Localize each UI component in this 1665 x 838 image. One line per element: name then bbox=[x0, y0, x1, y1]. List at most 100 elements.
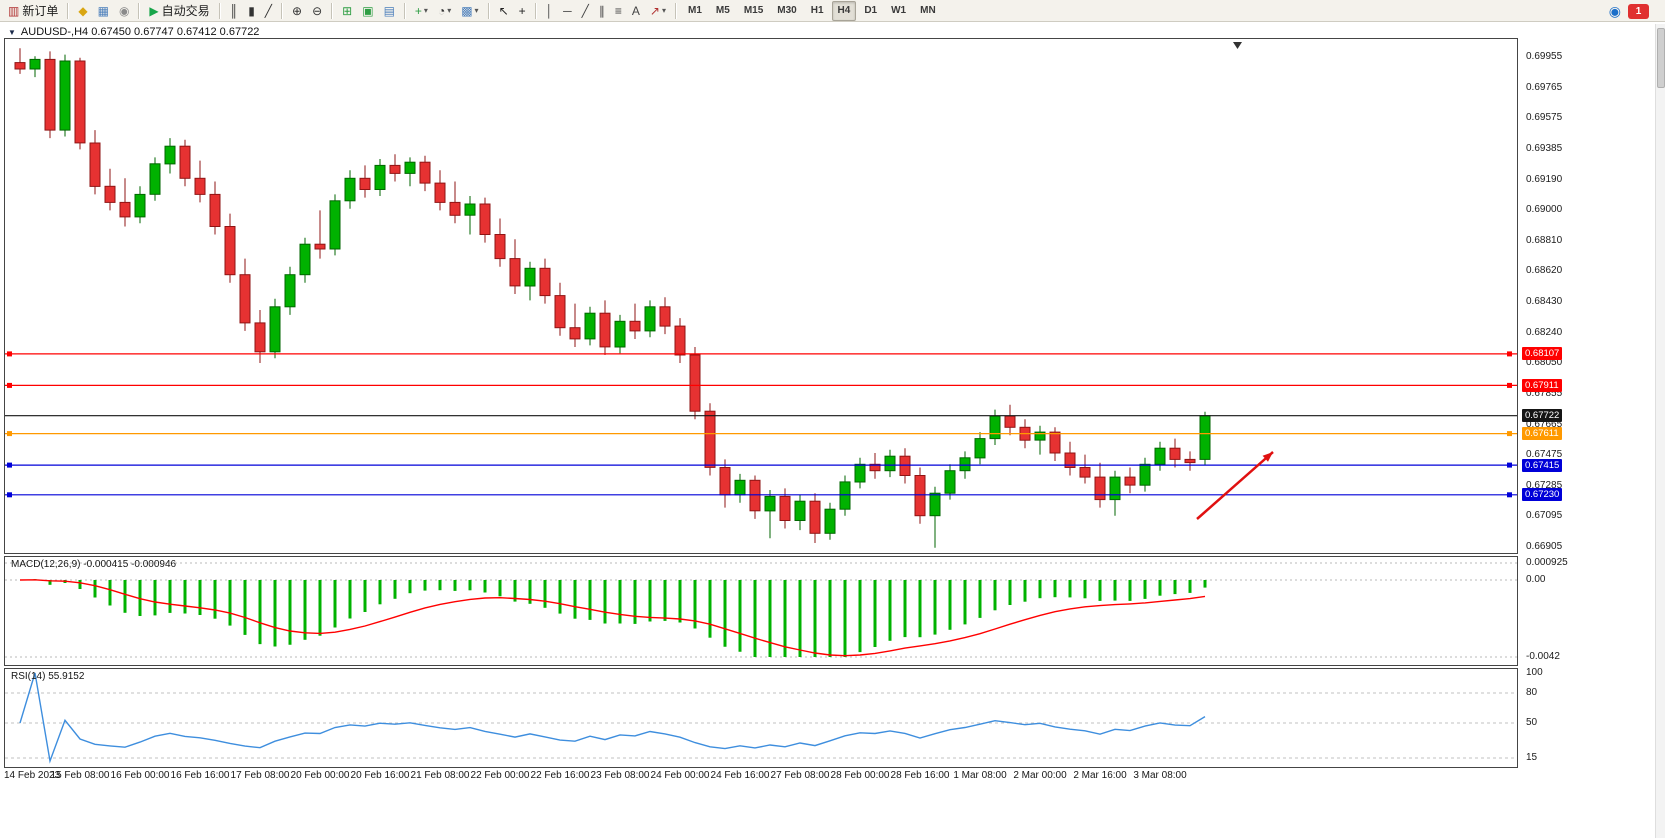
hline-handle[interactable] bbox=[7, 462, 12, 468]
toolbar-button-crosshair[interactable]: + bbox=[515, 1, 530, 21]
toolbar-button-tf-m1[interactable]: M1 bbox=[682, 1, 708, 21]
toolbar-button-tf-m15[interactable]: M15 bbox=[738, 1, 769, 21]
scrollbar-thumb[interactable] bbox=[1657, 28, 1665, 88]
toolbar-button-vertical-line[interactable]: │ bbox=[542, 1, 558, 21]
collapse-triangle-icon[interactable]: ▼ bbox=[8, 27, 16, 37]
toolbar-button-indicators[interactable]: + ▾ bbox=[411, 1, 432, 21]
toolbar-button-tf-h1[interactable]: H1 bbox=[805, 1, 830, 21]
toolbar-button-fibonacci[interactable]: ≡ bbox=[611, 1, 626, 21]
hline-handle[interactable] bbox=[1507, 351, 1512, 357]
price-axis-label: 0.67665 bbox=[1526, 418, 1563, 430]
candle-body bbox=[914, 475, 926, 517]
toolbar-button-line-chart[interactable]: ╱ bbox=[261, 1, 276, 21]
toolbar-button-tf-m5[interactable]: M5 bbox=[710, 1, 736, 21]
macd-chart[interactable] bbox=[5, 557, 1517, 665]
trend-arrow-annotation[interactable] bbox=[1196, 451, 1274, 520]
tf-m30-label: M30 bbox=[777, 5, 797, 16]
time-axis-label: 2 Mar 16:00 bbox=[1073, 770, 1127, 781]
candle-body bbox=[14, 62, 26, 70]
candle-body bbox=[1079, 467, 1091, 478]
hline-handle[interactable] bbox=[7, 382, 12, 388]
line-chart-icon: ╱ bbox=[264, 3, 273, 18]
candle-body bbox=[404, 161, 416, 174]
hline-handle[interactable] bbox=[1507, 492, 1512, 498]
toolbar-button-periods[interactable]: ◔ ▾ bbox=[434, 1, 455, 21]
candle-body bbox=[929, 492, 941, 517]
rsi-pane[interactable]: RSI(14) 55.9152 bbox=[4, 668, 1518, 768]
macd-pane[interactable]: MACD(12,26,9) -0.000415 -0.000946 bbox=[4, 556, 1518, 666]
toolbar-button-auto-trading[interactable]: ▶ 自动交易 bbox=[145, 1, 213, 21]
candle-body bbox=[164, 145, 176, 165]
hline-handle[interactable] bbox=[1507, 382, 1512, 388]
toolbar-button-arrow-objects[interactable]: ↗ ▾ bbox=[646, 1, 670, 21]
vertical-scrollbar[interactable] bbox=[1655, 24, 1665, 838]
trendline-icon: ╱ bbox=[581, 3, 589, 18]
notification-badge[interactable]: 1 bbox=[1628, 3, 1649, 19]
price-pane[interactable] bbox=[4, 38, 1518, 554]
candle-body bbox=[1034, 431, 1046, 441]
time-axis-label: 23 Feb 08:00 bbox=[590, 770, 650, 781]
community-icon[interactable]: ◉ bbox=[1608, 2, 1621, 19]
rsi-chart[interactable] bbox=[5, 669, 1517, 767]
toolbar-button-cursor[interactable]: ↖ bbox=[495, 1, 513, 21]
time-axis[interactable]: 14 Feb 2023 15 Feb 08:00 16 Feb 00:00 16 Fe… bbox=[4, 770, 1518, 784]
hline-handle[interactable] bbox=[7, 351, 12, 357]
price-axis[interactable]: 0.69955 0.69765 0.69575 0.69385 0.69190 0.690… bbox=[1520, 38, 1590, 770]
time-axis-label: 28 Feb 16:00 bbox=[890, 770, 950, 781]
toolbar-button-profiles[interactable]: ◉ bbox=[115, 1, 133, 21]
horizontal-line-icon: ─ bbox=[563, 3, 572, 18]
candle-body bbox=[1139, 463, 1151, 486]
time-axis-label: 14 Feb 2023 bbox=[4, 770, 61, 781]
toolbar-button-tf-d1[interactable]: D1 bbox=[858, 1, 883, 21]
toolbar-button-cascade[interactable]: ▤ bbox=[380, 1, 399, 21]
time-axis-label: 16 Feb 00:00 bbox=[110, 770, 170, 781]
toolbar-button-metaeditor[interactable]: ◆ bbox=[74, 1, 91, 21]
toolbar-button-equidistant-channel[interactable]: ∥ bbox=[595, 1, 609, 21]
candlestick-chart[interactable] bbox=[5, 39, 1517, 553]
toolbar-button-tf-mn[interactable]: MN bbox=[914, 1, 942, 21]
candle-body bbox=[884, 455, 896, 472]
toolbar-button-tile-windows[interactable]: ⊞ bbox=[338, 1, 356, 21]
candle-body bbox=[74, 60, 86, 144]
candle-body bbox=[134, 193, 146, 218]
price-axis-label: 0.67475 bbox=[1526, 449, 1563, 461]
time-axis-label: 22 Feb 16:00 bbox=[530, 770, 590, 781]
toolbar-button-horizontal-line[interactable]: ─ bbox=[559, 1, 576, 21]
toolbar-button-tf-w1[interactable]: W1 bbox=[885, 1, 912, 21]
chart-shift-marker-icon[interactable] bbox=[1233, 42, 1242, 49]
chart-plot-area: MACD(12,26,9) -0.000415 -0.000946 RSI(14… bbox=[4, 38, 1518, 768]
candle-body bbox=[59, 60, 71, 131]
toolbar-button-new-chart[interactable]: ▦ bbox=[94, 1, 113, 21]
new-order-icon: ▥ bbox=[8, 3, 20, 18]
candle-body bbox=[779, 495, 791, 521]
toolbar-separator bbox=[218, 2, 221, 19]
toolbar-button-tf-h4[interactable]: H4 bbox=[831, 0, 857, 21]
candle-body bbox=[29, 58, 41, 70]
hline-handle[interactable] bbox=[1507, 431, 1512, 437]
candle-body bbox=[794, 500, 806, 522]
toolbar-button-text-label[interactable]: A bbox=[628, 1, 644, 21]
ohlc-bars-icon: ║ bbox=[229, 3, 239, 18]
toolbar-button-trendline[interactable]: ╱ bbox=[578, 1, 593, 21]
toolbar-button-ohlc-bars[interactable]: ║ bbox=[226, 1, 243, 21]
toolbar-button-zoom-in[interactable]: ⊕ bbox=[288, 1, 306, 21]
text-label-icon: A bbox=[631, 3, 640, 18]
tf-h1-label: H1 bbox=[810, 5, 824, 16]
candlesticks-icon: ▮ bbox=[248, 3, 255, 18]
hline-handle[interactable] bbox=[1507, 462, 1512, 468]
time-axis-label: 24 Feb 16:00 bbox=[710, 770, 770, 781]
toolbar-button-zoom-out[interactable]: ⊖ bbox=[308, 1, 326, 21]
hline-handle[interactable] bbox=[7, 492, 12, 498]
candle-body bbox=[299, 243, 311, 276]
toolbar-button-templates[interactable]: ▩ ▾ bbox=[457, 1, 482, 21]
toolbar-button-tf-m30[interactable]: M30 bbox=[771, 1, 802, 21]
toolbar-button-new-order[interactable]: ▥ 新订单 bbox=[4, 1, 62, 21]
price-axis-label: 0.68240 bbox=[1526, 326, 1563, 338]
toolbar-button-candlesticks[interactable]: ▮ bbox=[244, 1, 259, 21]
periods-icon: ◔ bbox=[437, 3, 446, 18]
hline-handle[interactable] bbox=[7, 431, 12, 437]
candle-body bbox=[539, 267, 551, 297]
candle-body bbox=[629, 320, 641, 332]
candle-body bbox=[479, 203, 491, 235]
toolbar-button-auto-arrange[interactable]: ▣ bbox=[358, 1, 377, 21]
